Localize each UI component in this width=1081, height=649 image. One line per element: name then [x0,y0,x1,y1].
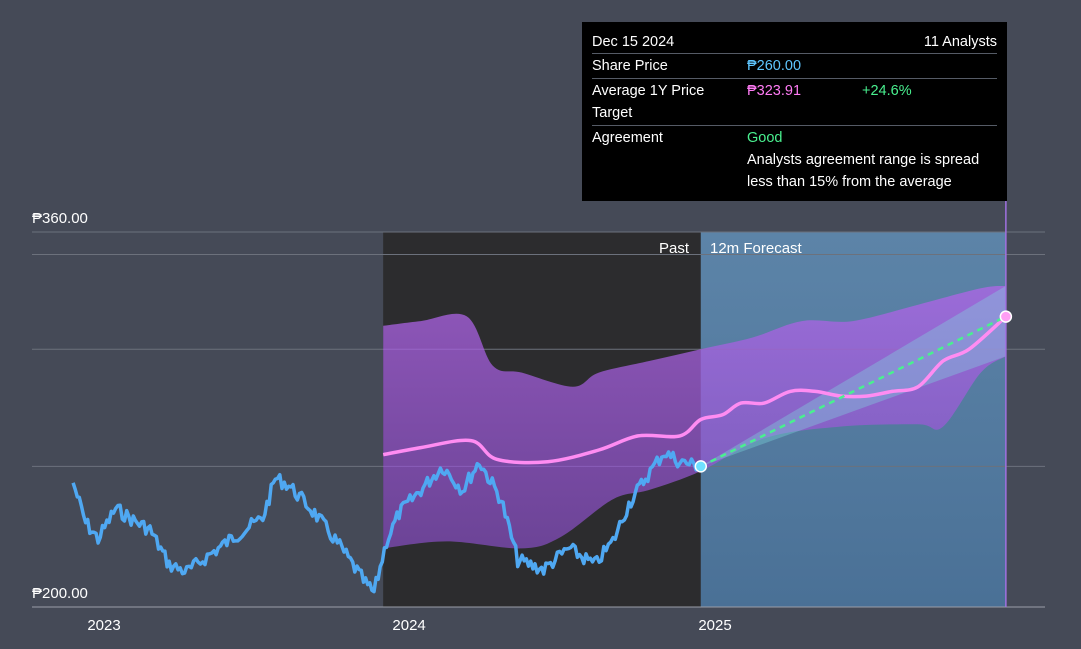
share-price-label: Share Price [592,58,668,74]
target-range-band [383,285,1006,549]
axis-ticks: ₱200.00 ₱360.00 2023 2024 2025 [32,210,732,634]
tooltip-analysts: 11 Analysts [923,34,997,50]
target-change: +24.6% [862,83,912,99]
y-tick-label: ₱200.00 [32,585,88,602]
agreement-value: Good [747,130,783,146]
y-tick-label: ₱360.00 [32,210,88,227]
current-price-marker[interactable] [694,460,708,473]
forecast-dashed-line [700,315,1007,468]
target-price-marker[interactable] [999,310,1013,323]
x-tick-label: 2025 [698,617,731,634]
target-label: Average 1Y Price Target [592,83,705,121]
x-tick-label: 2024 [392,617,425,634]
target-value: ₱323.91 [747,83,802,99]
agreement-desc: Analysts agreement range is spread less … [747,152,980,190]
x-tick-label: 2023 [87,617,120,634]
past-label: Past [659,240,690,257]
share-price-line [71,450,703,594]
tooltip-date: Dec 15 2024 [592,34,675,50]
price-target-line [382,315,1008,465]
forecast-label: 12m Forecast [710,240,803,257]
forecast-cone [700,285,1006,467]
tooltip-panel: Dec 15 2024 11 Analysts Share Price ₱260… [582,22,1007,201]
share-price-value: ₱260.00 [747,58,802,74]
agreement-label: Agreement [592,130,663,146]
